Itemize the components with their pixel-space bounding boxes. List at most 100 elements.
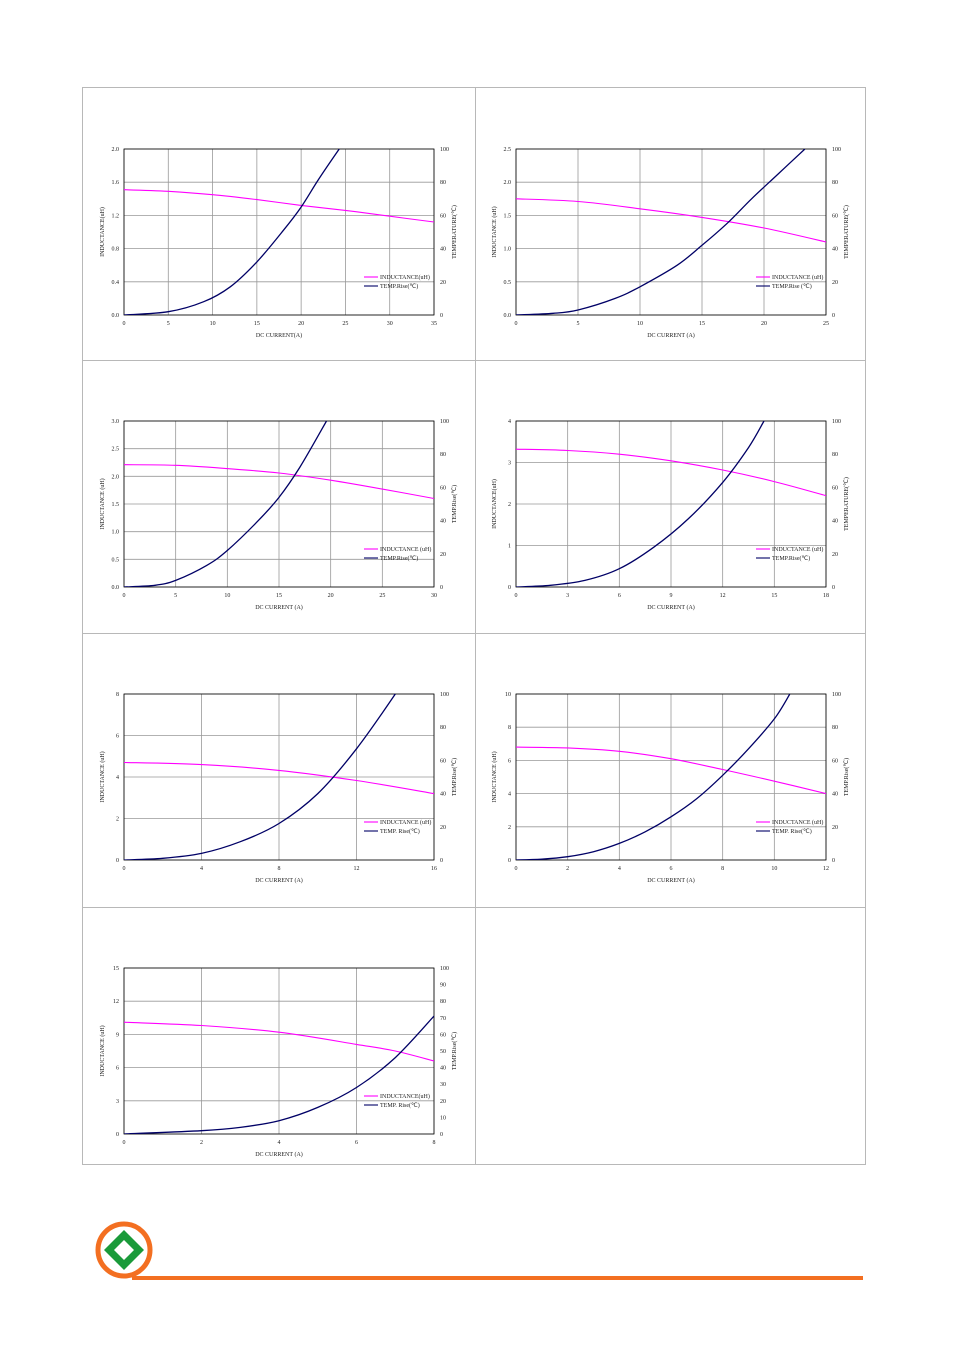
y-tick-label: 6 bbox=[116, 734, 119, 740]
y2-axis-label: TEMP.Rise(℃) bbox=[451, 485, 458, 523]
legend-label: TEMP.Rise(℃) bbox=[380, 283, 418, 290]
y-tick-label: 1.0 bbox=[504, 247, 512, 253]
y-tick-label: 0 bbox=[508, 858, 511, 864]
y-tick-label: 1.5 bbox=[112, 502, 120, 508]
x-tick-label: 6 bbox=[355, 1140, 358, 1146]
y2-tick-label: 100 bbox=[832, 692, 841, 698]
y2-tick-label: 70 bbox=[440, 1016, 446, 1022]
y2-tick-label: 60 bbox=[440, 758, 446, 764]
y-tick-label: 2.5 bbox=[504, 147, 512, 153]
y-axis-label: INDUCTANCE(uH) bbox=[491, 479, 498, 529]
y2-tick-label: 100 bbox=[440, 692, 449, 698]
grid-divider-horizontal bbox=[83, 360, 865, 361]
series-line-inductance bbox=[516, 198, 826, 243]
chart-1: 0.00.40.81.21.62.00 5 10 15 20 25 30 3502040608… bbox=[99, 147, 458, 339]
x-tick-label: 12 bbox=[823, 866, 829, 872]
x-tick-label: 8 bbox=[278, 866, 281, 872]
y2-tick-label: 100 bbox=[440, 966, 449, 972]
y2-tick-label: 20 bbox=[832, 825, 838, 831]
y2-axis-label: TEMPERATURE(℃) bbox=[843, 477, 850, 531]
y-axis-label: INDUCTANCE (uH) bbox=[99, 1025, 106, 1076]
plot-area-border bbox=[515, 148, 827, 316]
y2-tick-label: 40 bbox=[440, 519, 446, 525]
plot-area-border bbox=[515, 693, 827, 861]
legend-label: INDUCTANCE (uH) bbox=[772, 274, 823, 281]
y2-tick-label: 20 bbox=[440, 552, 446, 558]
y2-tick-label: 60 bbox=[832, 213, 838, 219]
y2-tick-label: 20 bbox=[832, 280, 838, 286]
y-tick-label: 0 bbox=[508, 585, 511, 591]
chart-grid-frame: 0.0 0.4 0.8 1.2 1.6 2.0 0 5 10 15 20 25 30 35 0 20 40 60 8… bbox=[82, 87, 866, 1165]
y2-tick-label: 0 bbox=[832, 313, 835, 319]
y2-tick-label: 80 bbox=[440, 180, 446, 186]
y2-tick-label: 90 bbox=[440, 983, 446, 989]
y-tick-label: 2.0 bbox=[112, 474, 120, 480]
y2-tick-label: 60 bbox=[832, 758, 838, 764]
y-tick-label: 3 bbox=[116, 1099, 119, 1105]
legend-label: INDUCTANCE (uH) bbox=[772, 546, 823, 553]
chart-cell-3: 0.0 0.5 1.0 1.5 2.0 2.5 3.0 0 5 10 15 20 25 30 0 20 40 60… bbox=[83, 360, 475, 632]
y2-tick-label: 0 bbox=[440, 313, 443, 319]
x-tick-label: 18 bbox=[823, 593, 829, 599]
x-tick-label: 5 bbox=[174, 593, 177, 599]
y-axis-label: INDUCTANCE(uH) bbox=[99, 207, 106, 257]
series-line-temp-rise bbox=[124, 1015, 434, 1134]
chart-cell-5: 0 2 4 6 8 0 4 8 12 16 0 20 40 60 80 100 DC CURRENT (A) IN… bbox=[83, 633, 475, 905]
y-tick-label: 0 bbox=[116, 1132, 119, 1138]
y2-tick-label: 40 bbox=[832, 247, 838, 253]
y-tick-label: 2 bbox=[116, 817, 119, 823]
y2-tick-label: 40 bbox=[832, 792, 838, 798]
series-line-inductance bbox=[124, 189, 434, 223]
plot-area-border bbox=[123, 693, 435, 861]
series-line-inductance bbox=[124, 1021, 434, 1062]
x-axis-label: DC CURRENT (A) bbox=[255, 1151, 303, 1158]
y2-tick-label: 60 bbox=[832, 485, 838, 491]
x-axis-label: DC CURRENT (A) bbox=[647, 332, 695, 339]
x-tick-label: 4 bbox=[278, 1140, 281, 1146]
y-tick-label: 1.5 bbox=[504, 213, 512, 219]
x-axis-label: DC CURRENT(A) bbox=[256, 332, 302, 339]
y-tick-label: 2 bbox=[508, 825, 511, 831]
y-tick-label: 3.0 bbox=[112, 419, 120, 425]
x-tick-label: 0 bbox=[515, 321, 518, 327]
x-tick-label: 25 bbox=[342, 321, 348, 327]
chart-cell-2: 0.0 0.5 1.0 1.5 2.0 2.5 0 5 10 15 20 25 0 20 40 60 80 100… bbox=[475, 88, 867, 360]
y2-tick-label: 40 bbox=[440, 1066, 446, 1072]
series-line-inductance bbox=[516, 448, 826, 497]
series-line-temp-rise bbox=[124, 694, 397, 860]
x-axis-label: DC CURRENT (A) bbox=[647, 604, 695, 611]
y2-tick-label: 60 bbox=[440, 485, 446, 491]
y2-tick-label: 80 bbox=[440, 725, 446, 731]
y-tick-label: 4 bbox=[116, 775, 119, 781]
x-tick-label: 16 bbox=[431, 866, 437, 872]
y2-tick-label: 10 bbox=[440, 1115, 446, 1121]
legend-label: TEMP.Rise(℃) bbox=[380, 555, 418, 562]
x-tick-label: 4 bbox=[618, 866, 621, 872]
y2-tick-label: 100 bbox=[832, 147, 841, 153]
x-tick-label: 30 bbox=[387, 321, 393, 327]
y-tick-label: 1.6 bbox=[112, 180, 120, 186]
y2-tick-label: 80 bbox=[440, 452, 446, 458]
plot-area-border bbox=[123, 967, 435, 1135]
y-axis-label: INDUCTANCE (uH) bbox=[491, 206, 498, 257]
chart-cell-7: 0 3 6 9 12 15 0 2 4 6 8 0 10 20 30 40 50 60 70 80 90 100 DC CU… bbox=[83, 907, 475, 1179]
y-tick-label: 0.4 bbox=[112, 280, 120, 286]
chart-cell-6: 0 2 4 6 8 10 0 2 4 6 8 10 12 0 20 40 60 80 100 DC CURRENT (… bbox=[475, 633, 867, 905]
y-tick-label: 9 bbox=[116, 1032, 119, 1038]
series-line-temp-rise bbox=[124, 149, 340, 315]
y-tick-label: 8 bbox=[116, 692, 119, 698]
y2-tick-label: 50 bbox=[440, 1049, 446, 1055]
x-tick-label: 10 bbox=[771, 866, 777, 872]
y-tick-label: 0.0 bbox=[112, 313, 120, 319]
y-axis-label: INDUCTANCE (uH) bbox=[99, 751, 106, 802]
y-tick-label: 2 bbox=[508, 502, 511, 508]
series-line-temp-rise bbox=[516, 421, 765, 587]
plot-area-border bbox=[123, 420, 435, 588]
series-line-inductance bbox=[124, 761, 434, 795]
x-tick-label: 0 bbox=[515, 593, 518, 599]
y2-tick-label: 100 bbox=[440, 147, 449, 153]
x-tick-label: 30 bbox=[431, 593, 437, 599]
y-tick-label: 2.0 bbox=[504, 180, 512, 186]
